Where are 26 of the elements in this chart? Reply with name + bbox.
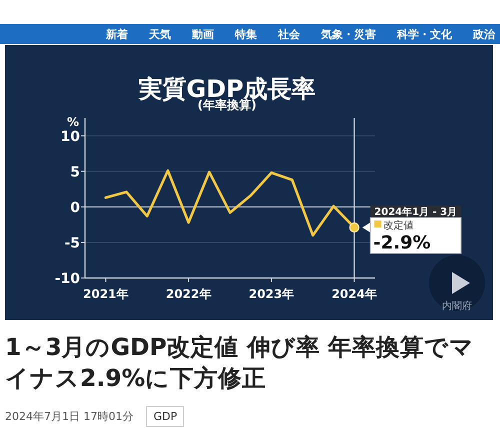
data-label: -2.9% bbox=[373, 232, 431, 254]
y-tick-label: -10 bbox=[54, 271, 80, 287]
text: 1～3月のGDP改定値 伸び率 年率換算でマイナス2.9%に下方修正 bbox=[5, 332, 476, 394]
text: 動画 bbox=[191, 28, 214, 41]
annotation: 2024年1月 - 3月 bbox=[374, 206, 458, 218]
y-tick-label: -5 bbox=[64, 235, 80, 252]
y-tick-label: 0 bbox=[70, 200, 80, 216]
text: GDP bbox=[146, 406, 184, 426]
text: 天気 bbox=[148, 28, 171, 41]
y-axis-title: % bbox=[66, 115, 80, 129]
text: 内閣府 bbox=[442, 300, 472, 312]
x-tick-label: 2022年 bbox=[166, 287, 212, 301]
x-tick-label: 2023年 bbox=[248, 287, 294, 301]
text: 2024年7月1日 17時01分 bbox=[5, 408, 134, 424]
text: 気象・災害 bbox=[320, 28, 376, 41]
chart-subtitle: (年率換算) bbox=[198, 98, 256, 112]
x-tick-label: 2021年 bbox=[83, 287, 128, 301]
legend-label: 改定値 bbox=[383, 220, 414, 232]
text: 新着 bbox=[105, 28, 128, 41]
text: 政治 bbox=[472, 28, 496, 41]
text: 科学・文化 bbox=[396, 28, 453, 41]
text: 社会 bbox=[277, 28, 301, 41]
y-tick-label: 10 bbox=[60, 128, 80, 145]
x-tick-label: 2024年 bbox=[332, 287, 377, 301]
text: 特集 bbox=[234, 28, 257, 41]
y-tick-label: 5 bbox=[70, 164, 80, 180]
